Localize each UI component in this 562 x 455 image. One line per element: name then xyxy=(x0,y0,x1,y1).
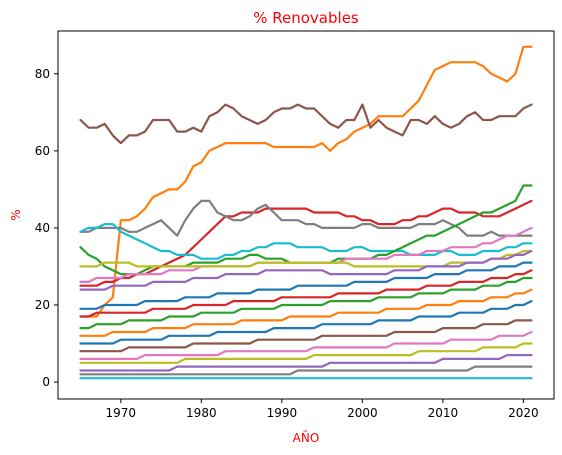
series-line-15 xyxy=(79,319,533,353)
x-tick-label: 2010 xyxy=(428,406,459,420)
series-line-4 xyxy=(79,199,533,237)
y-tick-label: 60 xyxy=(35,144,50,158)
series-line-9 xyxy=(79,249,533,291)
y-tick-label: 80 xyxy=(35,67,50,81)
x-tick-label: 1990 xyxy=(267,406,298,420)
x-tick-label: 2020 xyxy=(508,406,539,420)
x-axis-ticks: 1970 1980 1990 2000 2010 2020 xyxy=(106,399,539,420)
series-line-14 xyxy=(79,300,533,345)
series-line-1 xyxy=(79,45,533,318)
y-axis-ticks: 0 20 40 60 80 xyxy=(35,67,58,389)
y-tick-label: 40 xyxy=(35,221,50,235)
y-tick-label: 20 xyxy=(35,298,50,312)
x-tick-label: 1980 xyxy=(186,406,217,420)
series-line-2 xyxy=(79,103,533,145)
series-line-5 xyxy=(79,223,533,260)
chart-title: % Renovables xyxy=(253,9,359,27)
series-line-19 xyxy=(79,365,533,376)
series-line-18 xyxy=(79,354,533,372)
x-tick-label: 1970 xyxy=(106,406,137,420)
series-line-11 xyxy=(79,269,533,318)
x-axis-label: AÑO xyxy=(293,430,320,445)
series-line-16 xyxy=(79,330,533,360)
series-line-13 xyxy=(79,288,533,337)
series-group xyxy=(79,45,533,380)
series-line-12 xyxy=(79,276,533,330)
series-line-3 xyxy=(79,199,533,287)
series-line-17 xyxy=(79,342,533,364)
y-tick-label: 0 xyxy=(42,375,50,389)
x-tick-label: 2000 xyxy=(347,406,378,420)
series-line-10 xyxy=(79,261,533,310)
y-axis-label: % xyxy=(9,209,23,220)
series-line-8 xyxy=(79,249,533,268)
plot-area xyxy=(58,31,554,399)
axes-frame xyxy=(57,30,555,400)
